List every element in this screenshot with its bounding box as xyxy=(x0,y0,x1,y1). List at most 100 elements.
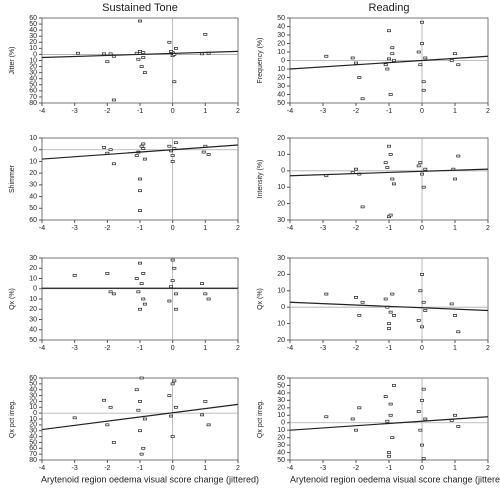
y-tick-label: 70 xyxy=(29,451,37,458)
y-tick-label: 30 xyxy=(277,255,285,262)
y-tick-label: 20 xyxy=(277,337,285,344)
point xyxy=(360,205,365,209)
point xyxy=(170,382,175,386)
point xyxy=(420,399,424,402)
point xyxy=(354,61,358,65)
x-tick-label: 2 xyxy=(486,225,490,232)
y-tick-label: 10 xyxy=(29,416,37,423)
x-tick-label: 1 xyxy=(453,465,457,472)
point xyxy=(200,413,205,417)
x-axis-label: Arytenoid region oedema visual score cha… xyxy=(290,474,500,484)
point xyxy=(139,65,144,68)
point xyxy=(142,417,147,421)
point xyxy=(390,436,395,439)
point xyxy=(203,400,208,403)
y-tick-label: 20 xyxy=(29,39,37,46)
y-tick-label: 80 xyxy=(29,100,37,107)
y-tick-label: 60 xyxy=(29,217,37,224)
point xyxy=(387,327,391,330)
x-tick-label: 1 xyxy=(453,225,457,232)
point xyxy=(387,57,391,61)
y-tick-label: 30 xyxy=(29,428,37,435)
point xyxy=(357,406,362,410)
y-tick-label: 20 xyxy=(277,135,285,142)
point xyxy=(420,443,424,447)
point xyxy=(138,177,142,181)
x-tick-label: -1 xyxy=(386,108,392,115)
y-tick-label: 20 xyxy=(277,40,285,47)
point xyxy=(170,154,175,157)
plot-frame xyxy=(41,377,239,461)
point xyxy=(357,76,362,79)
x-tick-label: 0 xyxy=(420,108,424,115)
point xyxy=(390,177,395,181)
x-tick-label: -2 xyxy=(104,225,110,232)
y-tick-label: 50 xyxy=(29,439,37,446)
point xyxy=(423,56,428,60)
point xyxy=(105,423,110,427)
y-tick-label: 10 xyxy=(29,275,37,282)
point xyxy=(167,144,172,148)
x-tick-label: -2 xyxy=(104,108,110,115)
y-tick-label: 50 xyxy=(277,100,285,107)
point xyxy=(108,148,113,152)
panel: Shimmer -4 -3 -2 -1 0 1 2 10 0 10 20 30 40 50 60 xyxy=(9,135,240,232)
point xyxy=(102,146,107,149)
x-tick-label: -3 xyxy=(72,108,78,115)
y-tick-label: 40 xyxy=(277,390,285,397)
y-tick-label: 30 xyxy=(29,316,37,323)
panel: Arytenoid region oedema visual score cha… xyxy=(9,375,259,485)
x-tick-label: -4 xyxy=(39,345,45,352)
point xyxy=(108,405,113,409)
y-tick-label: 40 xyxy=(29,433,37,440)
point xyxy=(170,160,175,163)
x-tick-label: 2 xyxy=(486,108,490,115)
x-tick-label: -3 xyxy=(320,108,326,115)
point xyxy=(138,50,142,53)
point xyxy=(453,314,457,317)
point xyxy=(390,292,395,296)
point xyxy=(421,387,426,391)
y-tick-label: 30 xyxy=(29,69,37,76)
y-tick-label: 30 xyxy=(277,397,285,404)
y-tick-label: 30 xyxy=(277,83,285,90)
y-tick-label: 10 xyxy=(29,404,37,411)
x-tick-label: 0 xyxy=(420,465,424,472)
point xyxy=(138,307,142,311)
y-tick-label: 20 xyxy=(29,422,37,429)
point xyxy=(169,414,173,418)
x-tick-label: 0 xyxy=(171,108,175,115)
x-tick-label: 1 xyxy=(203,465,207,472)
y-tick-label: 60 xyxy=(29,445,37,452)
y-tick-label: 30 xyxy=(29,182,37,189)
point xyxy=(170,435,175,438)
point xyxy=(111,98,116,102)
x-axis-label: Arytenoid region oedema visual score cha… xyxy=(41,474,259,484)
y-axis-label: Jitter (%) xyxy=(9,47,16,75)
x-tick-label: 0 xyxy=(171,465,175,472)
x-tick-label: -4 xyxy=(287,465,293,472)
y-tick-label: 30 xyxy=(277,442,285,449)
y-tick-label: 10 xyxy=(277,288,285,295)
y-tick-label: 50 xyxy=(29,205,37,212)
point xyxy=(134,277,139,280)
x-tick-label: -3 xyxy=(72,225,78,232)
point xyxy=(72,274,77,277)
point xyxy=(136,408,141,412)
fit-line xyxy=(289,301,489,312)
y-tick-label: 80 xyxy=(29,457,37,464)
point xyxy=(203,292,208,296)
point xyxy=(169,50,173,53)
point xyxy=(139,282,144,285)
x-tick-label: 1 xyxy=(453,345,457,352)
point xyxy=(418,289,423,293)
point xyxy=(423,417,428,421)
x-tick-label: 2 xyxy=(236,225,240,232)
fit-line xyxy=(41,144,239,160)
x-tick-label: -4 xyxy=(287,225,293,232)
point xyxy=(108,52,113,56)
point xyxy=(388,310,393,314)
y-tick-label: 60 xyxy=(29,88,37,95)
x-tick-label: 2 xyxy=(236,345,240,352)
